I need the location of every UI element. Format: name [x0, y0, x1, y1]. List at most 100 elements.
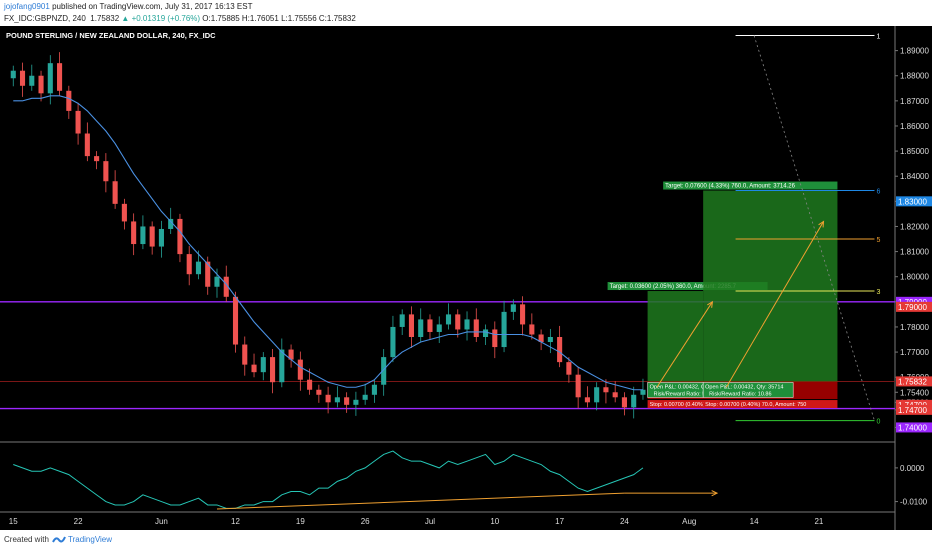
candle: [232, 291, 239, 353]
chart-title: POUND STERLING / NEW ZEALAND DOLLAR, 240…: [6, 31, 216, 40]
close-value: C:1.75832: [318, 14, 356, 23]
trade-1-target-label: Target: 0.03600 (2.05%) 360.0, Amount: 2…: [610, 284, 737, 290]
y-tick-label: 1.75400: [900, 388, 929, 397]
price-label-bg: [896, 404, 932, 415]
footer-bar: Created with TradingView: [0, 530, 932, 550]
candle-body: [177, 218, 183, 255]
y-tick-label: 1.89000: [900, 47, 929, 56]
candle-body: [10, 70, 16, 79]
candle: [288, 344, 294, 368]
candle-body: [103, 161, 109, 182]
candle-body: [297, 359, 303, 380]
price-label-bg: [896, 301, 932, 312]
trade-2-rr-label: Risk/Reward Ratio: 10.86: [709, 391, 771, 397]
fib-level-3-label: 3: [876, 289, 880, 296]
price-label: 1.75832: [898, 377, 927, 386]
candle: [390, 315, 396, 363]
candle: [538, 329, 544, 351]
osc-y-tick-label: -0.0100: [900, 498, 928, 507]
candle-body: [270, 357, 276, 383]
trade-2-target-zone: [703, 190, 838, 382]
candle: [381, 349, 387, 396]
trade-2-target-label: Target: 0.07600 (4.33%) 760.0, Amount: 3…: [665, 184, 795, 190]
candle: [186, 246, 192, 286]
x-tick-label: 26: [361, 517, 370, 526]
tradingview-brand[interactable]: TradingView: [68, 535, 113, 544]
trade-2-stop-label: Stop: 0.00700 (0.40%) 70.0, Amount: 750: [705, 402, 806, 408]
candle-body: [316, 389, 322, 395]
published-text: published on TradingView.com, July 31, 2…: [52, 2, 253, 11]
header-bar: jojofang0901 published on TradingView.co…: [0, 0, 932, 26]
trade-2-stop-label-bg: [703, 400, 838, 409]
candle: [492, 321, 498, 359]
open-value: O:1.75885: [202, 14, 240, 23]
candle: [362, 383, 368, 405]
candle: [251, 353, 257, 378]
candle-body: [38, 75, 44, 94]
candle-body: [260, 357, 266, 373]
y-tick-label: 1.78000: [900, 323, 929, 332]
trade-2-pnl-bg: [702, 382, 794, 398]
divergence-arrow: [624, 490, 719, 497]
price-label-bg: [896, 376, 932, 387]
oscillator-line: [13, 450, 644, 509]
candle-body: [538, 334, 544, 343]
projection-arrow-2-head: [818, 220, 825, 228]
candle-body: [436, 324, 442, 332]
candle: [566, 357, 572, 383]
y-tick-label: 1.85000: [900, 147, 929, 156]
candle-body: [510, 304, 516, 312]
candle-body: [307, 379, 313, 390]
candle-body: [547, 337, 553, 343]
candle-body: [594, 387, 600, 403]
y-tick-label: 1.77000: [900, 348, 929, 357]
candle: [279, 338, 285, 388]
candle: [353, 391, 359, 416]
candle-body: [66, 90, 72, 111]
y-tick-label: 1.84000: [900, 172, 929, 181]
candle: [177, 213, 183, 263]
candle: [445, 303, 452, 330]
fib-level-0-label: 0: [876, 419, 880, 426]
candle: [10, 65, 16, 87]
chart-canvas[interactable]: POUND STERLING / NEW ZEALAND DOLLAR, 240…: [0, 26, 932, 530]
candle-body: [223, 276, 229, 297]
x-tick-label: 19: [296, 517, 305, 526]
candle: [510, 299, 516, 320]
candle-body: [158, 228, 164, 247]
moving-average-line: [13, 95, 643, 391]
candle: [594, 382, 600, 411]
trade-1-pnl-label: Open P&L: 0.00432, Qty: 35714: [650, 384, 728, 390]
candle: [455, 309, 461, 338]
candle-body: [288, 349, 294, 360]
price-label-bg: [896, 196, 932, 207]
candle-body: [445, 314, 452, 325]
price-label: 1.74000: [898, 423, 927, 432]
candle-body: [121, 203, 127, 222]
candle: [205, 256, 211, 295]
candle-body: [325, 394, 331, 403]
candle: [297, 351, 303, 391]
price-label: 1.79000: [898, 303, 927, 312]
candle-body: [140, 226, 146, 245]
trade-1-target-label-bg: [607, 282, 768, 291]
candle: [482, 324, 489, 346]
trade-1-target-zone: [647, 291, 704, 382]
x-tick-label: 17: [555, 517, 564, 526]
candle-body: [482, 329, 489, 337]
x-tick-label: 10: [490, 517, 499, 526]
candle-body: [362, 394, 368, 400]
candle: [84, 122, 90, 162]
trade-1-stop-label-bg: [647, 400, 718, 409]
projection-arrow-1: [656, 300, 714, 388]
created-with-text: Created with: [4, 535, 49, 544]
high-value: H:1.76051: [241, 14, 279, 23]
candle: [66, 85, 72, 119]
trade-2-labels: Target: 0.07600 (4.33%) 760.0, Amount: 3…: [663, 181, 838, 409]
candle: [399, 309, 405, 335]
author-link[interactable]: jojofang0901: [4, 2, 50, 11]
low-value: L:1.75556: [281, 14, 317, 23]
candle: [575, 366, 581, 409]
candle: [501, 300, 507, 353]
candle-body: [205, 261, 211, 287]
